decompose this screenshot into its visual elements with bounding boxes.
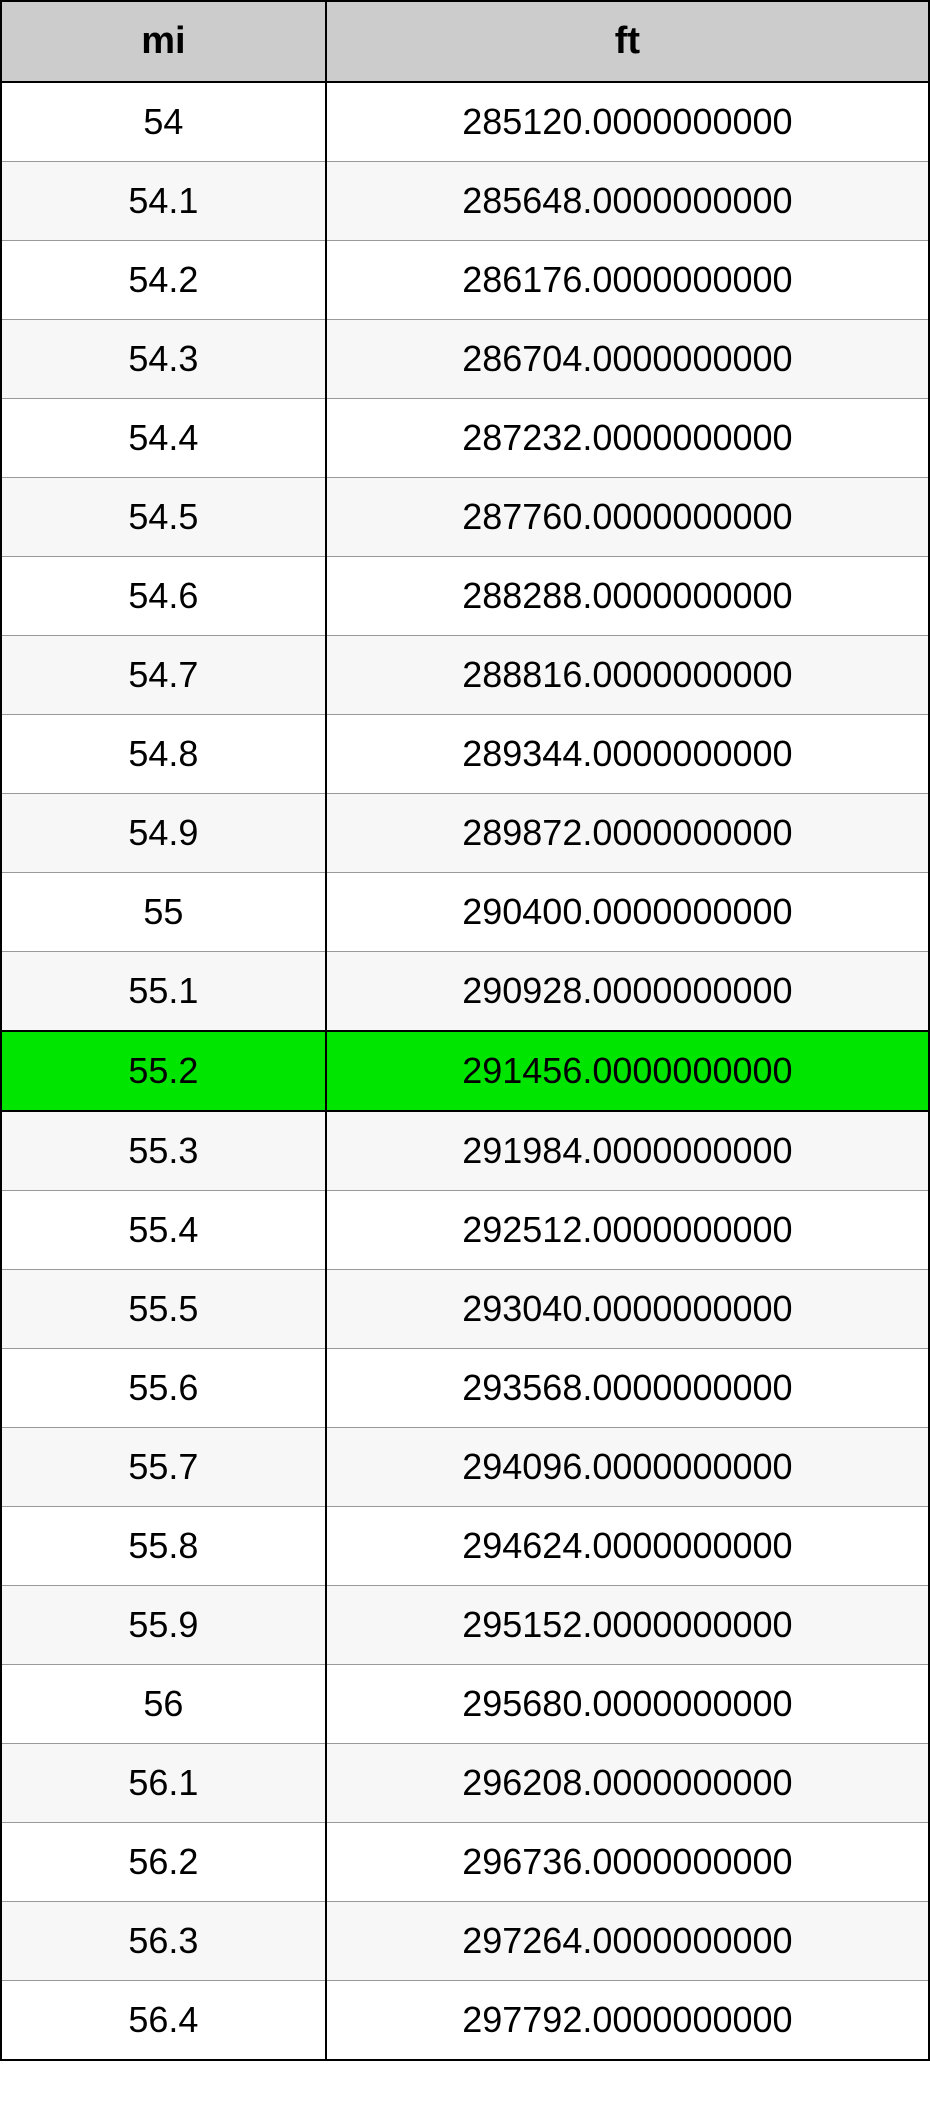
cell-mi: 55.9 xyxy=(1,1586,326,1665)
table-row: 55.4292512.0000000000 xyxy=(1,1191,929,1270)
cell-mi: 55.1 xyxy=(1,952,326,1032)
table-row: 54.1285648.0000000000 xyxy=(1,162,929,241)
cell-mi: 54.2 xyxy=(1,241,326,320)
table-row: 56.2296736.0000000000 xyxy=(1,1823,929,1902)
table-row: 54.6288288.0000000000 xyxy=(1,557,929,636)
table-row: 54285120.0000000000 xyxy=(1,82,929,162)
table-row: 55.9295152.0000000000 xyxy=(1,1586,929,1665)
cell-mi: 56.3 xyxy=(1,1902,326,1981)
cell-ft: 285648.0000000000 xyxy=(326,162,929,241)
cell-mi: 54.7 xyxy=(1,636,326,715)
header-row: mi ft xyxy=(1,1,929,82)
cell-ft: 289872.0000000000 xyxy=(326,794,929,873)
cell-ft: 293568.0000000000 xyxy=(326,1349,929,1428)
cell-ft: 292512.0000000000 xyxy=(326,1191,929,1270)
cell-ft: 295152.0000000000 xyxy=(326,1586,929,1665)
cell-ft: 288816.0000000000 xyxy=(326,636,929,715)
cell-mi: 54.9 xyxy=(1,794,326,873)
cell-mi: 56.1 xyxy=(1,1744,326,1823)
cell-ft: 296208.0000000000 xyxy=(326,1744,929,1823)
cell-mi: 54.8 xyxy=(1,715,326,794)
cell-ft: 295680.0000000000 xyxy=(326,1665,929,1744)
cell-ft: 291456.0000000000 xyxy=(326,1031,929,1111)
cell-mi: 55.3 xyxy=(1,1111,326,1191)
cell-ft: 288288.0000000000 xyxy=(326,557,929,636)
cell-mi: 56.4 xyxy=(1,1981,326,2061)
table-row: 54.3286704.0000000000 xyxy=(1,320,929,399)
cell-ft: 293040.0000000000 xyxy=(326,1270,929,1349)
cell-ft: 296736.0000000000 xyxy=(326,1823,929,1902)
cell-mi: 55.8 xyxy=(1,1507,326,1586)
cell-ft: 287232.0000000000 xyxy=(326,399,929,478)
table-row: 55290400.0000000000 xyxy=(1,873,929,952)
cell-ft: 286704.0000000000 xyxy=(326,320,929,399)
table-header: mi ft xyxy=(1,1,929,82)
table-row: 55.6293568.0000000000 xyxy=(1,1349,929,1428)
cell-mi: 55.6 xyxy=(1,1349,326,1428)
table-row: 54.7288816.0000000000 xyxy=(1,636,929,715)
column-header-ft: ft xyxy=(326,1,929,82)
table-row: 55.8294624.0000000000 xyxy=(1,1507,929,1586)
cell-mi: 55 xyxy=(1,873,326,952)
table-row: 55.1290928.0000000000 xyxy=(1,952,929,1032)
cell-ft: 297792.0000000000 xyxy=(326,1981,929,2061)
cell-mi: 55.4 xyxy=(1,1191,326,1270)
cell-ft: 289344.0000000000 xyxy=(326,715,929,794)
conversion-table: mi ft 54285120.000000000054.1285648.0000… xyxy=(0,0,930,2061)
table-row: 56.4297792.0000000000 xyxy=(1,1981,929,2061)
table-row: 56.3297264.0000000000 xyxy=(1,1902,929,1981)
table-row: 54.9289872.0000000000 xyxy=(1,794,929,873)
cell-mi: 54.1 xyxy=(1,162,326,241)
table-row: 55.5293040.0000000000 xyxy=(1,1270,929,1349)
cell-ft: 287760.0000000000 xyxy=(326,478,929,557)
cell-mi: 54.4 xyxy=(1,399,326,478)
table-row: 55.3291984.0000000000 xyxy=(1,1111,929,1191)
cell-mi: 55.2 xyxy=(1,1031,326,1111)
column-header-mi: mi xyxy=(1,1,326,82)
cell-ft: 297264.0000000000 xyxy=(326,1902,929,1981)
cell-mi: 54.3 xyxy=(1,320,326,399)
table-row: 54.2286176.0000000000 xyxy=(1,241,929,320)
cell-ft: 285120.0000000000 xyxy=(326,82,929,162)
cell-mi: 54.5 xyxy=(1,478,326,557)
table-body: 54285120.000000000054.1285648.0000000000… xyxy=(1,82,929,2060)
cell-ft: 290928.0000000000 xyxy=(326,952,929,1032)
table-row: 55.2291456.0000000000 xyxy=(1,1031,929,1111)
cell-ft: 294624.0000000000 xyxy=(326,1507,929,1586)
table-row: 56295680.0000000000 xyxy=(1,1665,929,1744)
table-row: 55.7294096.0000000000 xyxy=(1,1428,929,1507)
cell-mi: 56.2 xyxy=(1,1823,326,1902)
cell-ft: 294096.0000000000 xyxy=(326,1428,929,1507)
cell-mi: 54.6 xyxy=(1,557,326,636)
cell-ft: 291984.0000000000 xyxy=(326,1111,929,1191)
cell-mi: 55.7 xyxy=(1,1428,326,1507)
cell-mi: 56 xyxy=(1,1665,326,1744)
table-row: 56.1296208.0000000000 xyxy=(1,1744,929,1823)
cell-ft: 290400.0000000000 xyxy=(326,873,929,952)
table-row: 54.4287232.0000000000 xyxy=(1,399,929,478)
cell-ft: 286176.0000000000 xyxy=(326,241,929,320)
table-row: 54.5287760.0000000000 xyxy=(1,478,929,557)
table-row: 54.8289344.0000000000 xyxy=(1,715,929,794)
cell-mi: 54 xyxy=(1,82,326,162)
cell-mi: 55.5 xyxy=(1,1270,326,1349)
